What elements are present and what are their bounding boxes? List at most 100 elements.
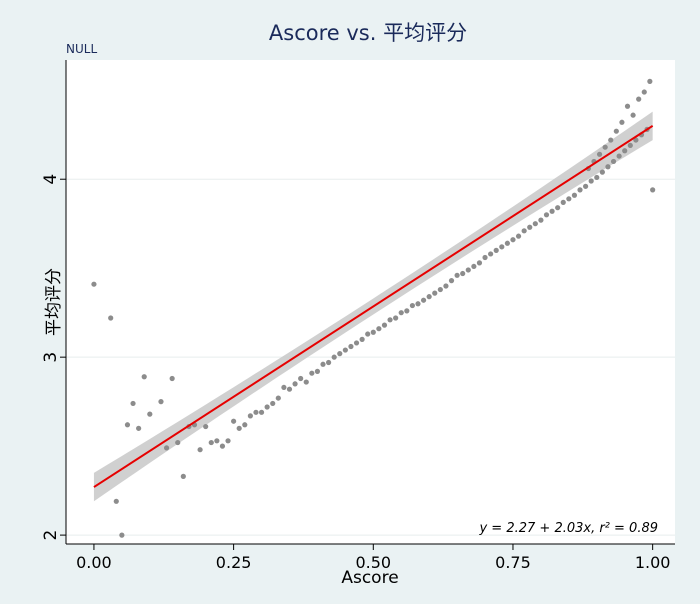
data-point	[242, 422, 248, 428]
data-point	[247, 413, 253, 419]
data-point	[337, 351, 343, 357]
data-point	[432, 290, 438, 296]
data-point	[476, 260, 483, 266]
data-point	[169, 375, 175, 382]
data-point	[616, 153, 622, 159]
data-point	[236, 425, 242, 431]
data-point	[647, 78, 653, 84]
data-point	[504, 240, 510, 246]
data-point	[443, 283, 449, 289]
data-point	[599, 169, 605, 175]
data-point	[493, 247, 499, 253]
data-point	[641, 89, 647, 95]
x-tick-label: 0.50	[355, 553, 391, 572]
data-point	[527, 224, 533, 230]
chart-title: Ascore vs. 平均评分	[269, 21, 467, 45]
data-point	[594, 174, 600, 181]
data-point	[482, 254, 488, 261]
data-point	[314, 368, 321, 374]
data-point	[619, 119, 625, 125]
y-tick-label: 3	[41, 352, 61, 363]
data-point	[325, 359, 332, 366]
data-point	[258, 409, 265, 415]
data-point	[331, 354, 337, 360]
data-point	[113, 498, 119, 504]
y-tick-label: 4	[41, 174, 61, 185]
data-point	[342, 347, 348, 353]
data-point	[163, 445, 170, 451]
data-point	[214, 438, 220, 444]
data-point	[309, 370, 315, 376]
data-point	[376, 326, 382, 332]
data-point	[158, 399, 164, 405]
data-point	[225, 438, 231, 444]
data-point	[119, 532, 125, 538]
data-point	[566, 196, 572, 202]
data-point	[381, 322, 388, 328]
data-point	[624, 103, 631, 109]
data-point	[426, 294, 432, 300]
data-point	[264, 404, 270, 410]
data-point	[130, 400, 136, 407]
data-point	[510, 237, 516, 243]
data-point	[409, 302, 416, 309]
data-point	[203, 423, 209, 430]
data-point	[275, 395, 281, 401]
data-point	[292, 381, 298, 387]
data-point	[370, 329, 376, 335]
data-point	[208, 439, 214, 446]
data-point	[303, 379, 309, 385]
data-point	[636, 96, 642, 102]
data-point	[633, 137, 639, 143]
data-point	[141, 374, 147, 380]
x-ticks: 0.00 0.25 0.50 0.75 1.00	[76, 544, 670, 572]
x-tick-label: 0.00	[76, 553, 112, 572]
chart-note: NULL	[66, 42, 97, 56]
data-point	[253, 409, 259, 415]
data-point	[471, 263, 477, 270]
data-point	[454, 272, 460, 278]
data-point	[630, 112, 636, 118]
data-point	[298, 375, 304, 382]
fit-line	[93, 124, 654, 488]
x-axis-label: Ascore	[341, 568, 398, 588]
data-point	[538, 217, 544, 223]
data-point	[499, 244, 505, 250]
data-point	[320, 361, 326, 367]
data-point	[281, 384, 287, 391]
data-point	[147, 411, 153, 417]
data-point	[108, 315, 114, 321]
data-point	[521, 228, 527, 234]
data-point	[359, 336, 365, 342]
data-point	[180, 473, 186, 479]
data-point	[577, 187, 583, 193]
data-point	[286, 386, 293, 392]
y-tick-label: 2	[41, 530, 61, 541]
data-point	[353, 340, 360, 346]
data-point	[448, 278, 455, 284]
data-point	[393, 315, 399, 321]
data-point	[650, 187, 656, 193]
data-point	[415, 301, 421, 307]
data-point	[387, 317, 393, 323]
data-point	[348, 343, 354, 350]
x-tick-label: 1.00	[635, 553, 671, 572]
data-point	[588, 178, 594, 184]
data-point	[532, 221, 538, 227]
data-point	[583, 183, 589, 189]
data-point	[465, 267, 471, 273]
data-point	[488, 251, 494, 257]
data-point	[602, 144, 608, 150]
data-point	[270, 400, 276, 407]
data-point	[608, 137, 614, 143]
data-points	[91, 78, 656, 538]
data-point	[231, 418, 237, 424]
data-point	[365, 331, 371, 337]
data-point	[398, 310, 404, 316]
data-point	[136, 425, 142, 431]
y-ticks: 2 3 4	[41, 174, 66, 541]
data-point	[560, 199, 566, 205]
data-point	[404, 308, 410, 314]
data-point	[613, 128, 619, 134]
